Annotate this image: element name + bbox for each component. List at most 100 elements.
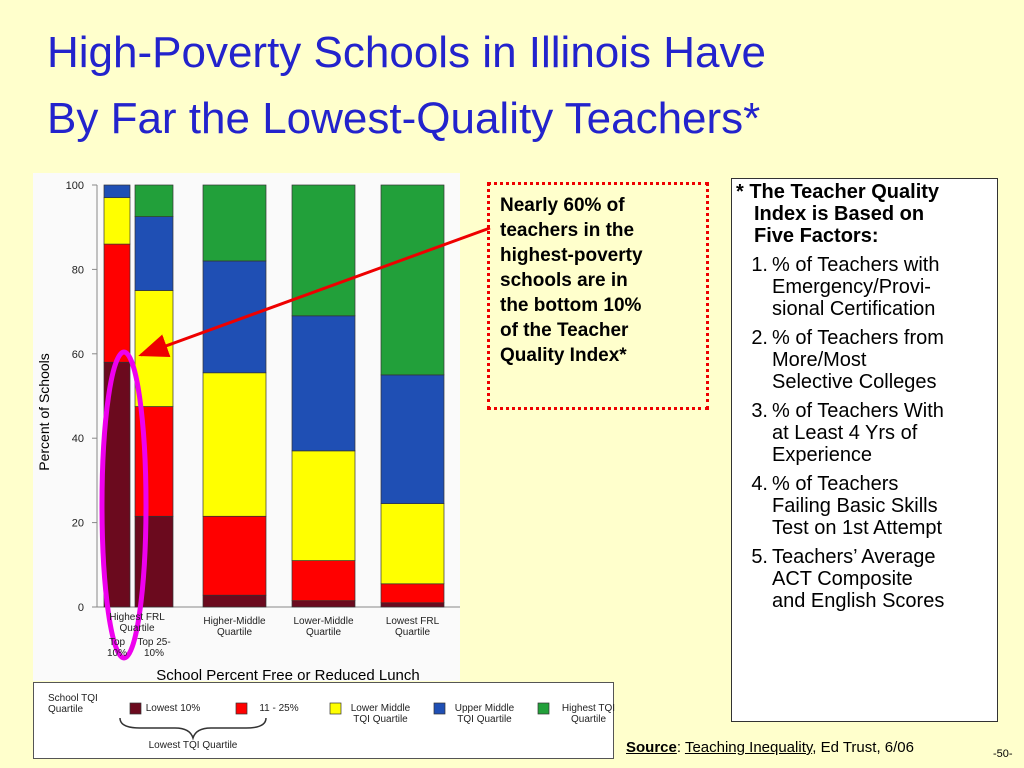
bar-segment	[380, 184, 445, 376]
footnote-box: * The Teacher Quality Index is Based on Fi…	[731, 178, 998, 722]
slide-title: By Far the Lowest-Quality Teachers*	[47, 94, 761, 143]
item-text: % of Teachers from More/Most Selective Col…	[772, 327, 944, 393]
legend-swatch	[433, 702, 446, 715]
item-marker: 3.	[751, 400, 768, 422]
footnote-item: 2.% of Teachers from More/Most Selective C…	[732, 327, 997, 393]
page-number: -50-	[993, 748, 1013, 760]
x-group-label: Highest FRL Quartile	[109, 612, 165, 634]
bar-segment	[202, 260, 267, 374]
x-tick-label: Lowest FRL Quartile	[385, 616, 440, 638]
item-text: Teachers’ Average ACT Composite and Englis…	[772, 546, 944, 612]
bar-segment	[291, 450, 356, 561]
y-tick-label: 60	[72, 349, 84, 361]
footnote-item: 4.% of Teachers Failing Basic Skills Test …	[732, 473, 997, 539]
bar-segment	[291, 560, 356, 602]
item-line: sional Certification	[772, 298, 936, 320]
callout-line: Quality Index*	[500, 345, 627, 366]
bar-segment	[134, 216, 174, 291]
x-tick-label: Higher-Middle Quartile	[203, 616, 266, 638]
item-marker: 2.	[751, 327, 768, 349]
y-axis-label: Percent of Schools	[36, 353, 52, 471]
callout-line: schools are in	[500, 270, 628, 291]
x-tick-label: Top 10%	[106, 637, 127, 659]
legend-brace	[119, 717, 267, 741]
y-tick-label: 20	[72, 518, 84, 530]
bar-segment	[291, 600, 356, 608]
bar-segment	[202, 184, 267, 262]
item-line: at Least 4 Yrs of	[772, 422, 918, 444]
item-line: Experience	[772, 444, 873, 466]
legend-label: Upper Middle TQI Quartile	[454, 703, 515, 725]
callout-arrow	[138, 226, 491, 358]
callout-line: highest-poverty	[500, 245, 643, 266]
item-line: % of Teachers	[772, 473, 899, 495]
x-tick-label: Lower-Middle Quartile	[293, 616, 354, 638]
item-line: % of Teachers With	[772, 400, 944, 422]
item-line: Emergency/Provi-	[772, 276, 931, 298]
footnote-item: 3.% of Teachers With at Least 4 Yrs of Exp…	[732, 400, 997, 466]
footnote-heading: * The Teacher Quality	[736, 181, 940, 203]
bar-segment	[380, 503, 445, 585]
item-line: and English Scores	[772, 590, 945, 612]
x-axis-label: School Percent Free or Reduced Lunch	[156, 667, 420, 684]
item-line: Teachers’ Average	[772, 546, 936, 568]
item-line: % of Teachers from	[772, 327, 944, 349]
item-line: ACT Composite	[772, 568, 913, 590]
item-line: Selective Colleges	[772, 371, 937, 393]
x-tick-label: Top 25-10%	[137, 637, 171, 659]
bar-segment	[202, 594, 267, 608]
source-link[interactable]: Teaching Inequality	[684, 739, 813, 756]
y-tick-label: 0	[78, 602, 84, 614]
slide-title: High-Poverty Schools in Illinois Have	[47, 28, 766, 77]
bar-segment	[202, 515, 267, 596]
bar-segment	[134, 184, 174, 217]
legend-swatch	[235, 702, 248, 715]
item-line: Failing Basic Skills	[772, 495, 938, 517]
legend-label: Highest TQI Quartile	[561, 703, 616, 725]
legend-swatch	[129, 702, 142, 715]
item-line: % of Teachers with	[772, 254, 940, 276]
bar-segment	[380, 602, 445, 608]
source-rest: , Ed Trust, 6/06	[812, 739, 914, 756]
legend-box	[33, 682, 614, 759]
bar-segment	[202, 372, 267, 517]
bar-segment	[103, 243, 131, 363]
item-line: More/Most	[772, 349, 867, 371]
bar-segment	[103, 184, 131, 199]
legend-label: Lower Middle TQI Quartile	[350, 703, 411, 725]
source-sep: :	[676, 739, 682, 756]
item-marker: 1.	[751, 254, 768, 276]
legend-label: Lowest 10%	[145, 703, 201, 714]
item-line: Test on 1st Attempt	[772, 517, 943, 539]
callout-line: Nearly 60% of	[500, 195, 625, 216]
footnote-heading: Five Factors:	[754, 225, 879, 247]
footnote-item: 5. Teachers’ Average ACT Composite and Engl…	[732, 546, 997, 612]
item-text: % of Teachers Failing Basic Skills Test on…	[772, 473, 942, 539]
source: Source: Teaching Inequality, Ed Trust, 6…	[626, 739, 914, 756]
item-marker: 4.	[751, 473, 768, 495]
item-text: % of Teachers with Emergency/Provi-sional…	[772, 254, 940, 320]
bar-segment	[291, 184, 356, 317]
bar-segment	[380, 374, 445, 504]
source-label: Source	[626, 739, 677, 756]
callout: Nearly 60% of teachers in the highest-pove…	[487, 182, 709, 410]
highlight-ellipse	[99, 349, 149, 661]
callout-line: the bottom 10%	[500, 295, 642, 316]
y-tick-label: 80	[72, 264, 84, 276]
item-marker: 5.	[751, 546, 768, 568]
footnote-item: 1.% of Teachers with Emergency/Provi-sion…	[732, 254, 997, 320]
legend-label: 11 - 25%	[259, 703, 299, 714]
legend-swatch	[537, 702, 550, 715]
callout-line: of the Teacher	[500, 320, 629, 341]
legend-group-label: Lowest TQI Quartile	[148, 740, 238, 751]
legend-title: School TQI Quartile	[48, 693, 98, 715]
footnote-heading: Index is Based on	[754, 203, 925, 225]
callout-line: teachers in the	[500, 220, 635, 241]
y-tick-label: 40	[72, 433, 84, 445]
bar-segment	[380, 583, 445, 604]
legend-swatch	[329, 702, 342, 715]
y-tick-label: 100	[66, 180, 84, 192]
item-text: % of Teachers With at Least 4 Yrs of Exper…	[772, 400, 944, 466]
